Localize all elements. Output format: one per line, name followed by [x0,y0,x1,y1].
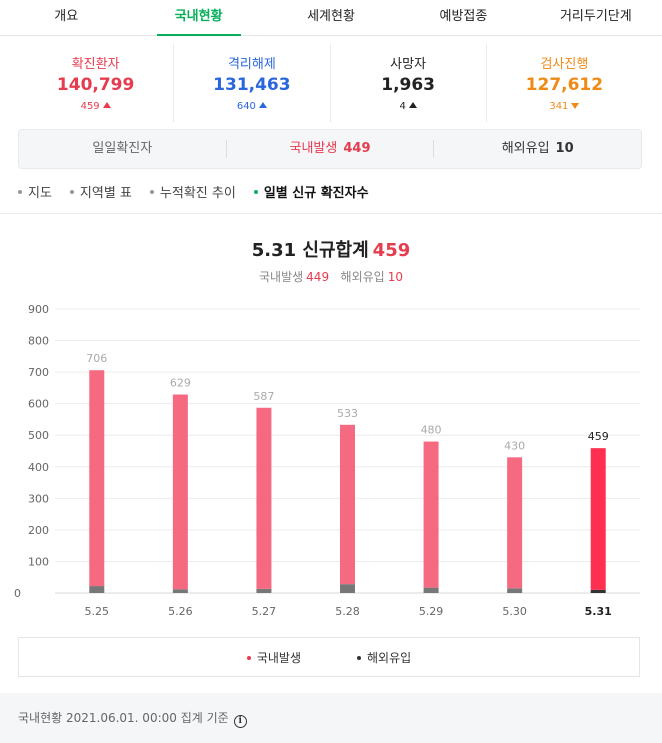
x-tick-label: 5.29 [419,605,444,618]
bar-value-label: 587 [253,390,274,403]
info-icon[interactable]: i [233,715,247,728]
stat-confirmed-delta: 459 [18,101,173,115]
legend-dot-domestic [246,655,251,660]
bar-domestic[interactable] [172,394,188,590]
bar-overseas[interactable] [423,587,439,593]
bar-domestic[interactable] [507,457,523,589]
chart-subtitle: 국내발생 449 해외유입 10 [259,270,403,284]
y-tick-label: 700 [28,366,49,379]
stat-deaths-label: 사망자 [390,57,427,72]
bar-overseas[interactable] [507,588,523,593]
bar-domestic[interactable] [256,407,272,589]
subnav-daily-new[interactable]: 일별 신규 확진자수 [253,182,369,202]
tab-distancing[interactable]: 거리두기단계 [559,9,632,24]
stat-confirmed-label: 확진환자 [71,57,120,72]
daily-label: 일일확진자 [19,140,227,158]
bar-overseas[interactable] [590,589,606,593]
legend-dot-overseas [357,655,361,660]
x-tick-label: 5.30 [502,605,527,618]
y-tick-label: 200 [28,524,49,537]
stat-confirmed-value: 140,799 [56,75,135,95]
arrow-up-icon [258,102,267,108]
tab-overview[interactable]: 개요 [54,9,79,24]
stat-testing-label: 검사진행 [540,57,589,72]
bar-overseas[interactable] [340,584,355,593]
bar-value-label: 480 [421,424,442,437]
tab-vaccination[interactable]: 예방접종 [439,9,488,24]
bar-domestic[interactable] [340,424,355,585]
bar-value-label: 430 [504,439,525,452]
divider [0,213,662,214]
y-tick-label: 500 [28,429,49,442]
legend-overseas[interactable]: 해외유입 [357,649,411,666]
chart-title: 5.31 신규합계 459 [251,240,411,261]
stat-released-value: 131,463 [213,75,291,95]
bar-overseas[interactable] [89,586,105,593]
bar-domestic[interactable] [423,441,439,588]
arrow-up-icon [102,102,111,108]
stat-released: 격리해제 131,463 640 [174,44,331,122]
stat-released-delta: 640 [174,101,329,115]
y-tick-label: 100 [28,555,49,568]
subnav-map[interactable]: 지도 [18,182,52,202]
stat-deaths-value: 1,963 [381,75,436,95]
y-tick-label: 900 [28,303,49,316]
stat-confirmed: 확진환자 140,799 459 [18,44,175,122]
bar-overseas[interactable] [172,589,188,593]
chart-legend: 국내발생 해외유입 [18,637,640,677]
arrow-down-icon [571,103,580,109]
y-tick-label: 0 [14,587,21,600]
x-tick-label: 5.31 [585,605,612,618]
bar-domestic[interactable] [89,370,105,587]
y-tick-label: 600 [28,398,49,411]
bar-overseas[interactable] [256,588,272,593]
stat-testing-delta: 341 [487,101,642,115]
stat-deaths-delta: 4 [331,101,486,115]
daily-cases-bar-chart: 0 100 200 300 400 500 600 700 800 900 706 5.25 629 5.… [14,303,640,618]
x-tick-label: 5.28 [335,605,360,618]
subnav-cumulative-trend[interactable]: 누적확진 추이 [149,182,236,202]
bar-value-label: 629 [170,377,191,390]
bar-value-label: 533 [337,407,358,420]
tab-world[interactable]: 세계현황 [307,9,355,24]
stat-deaths: 사망자 1,963 4 [331,44,487,122]
stat-testing: 검사진행 127,612 341 [487,44,642,122]
footer: 국내현황 2021.06.01. 00:00 집계 기준 i [0,693,662,743]
footer-text: 국내현황 2021.06.01. 00:00 집계 기준 [18,711,229,725]
x-tick-label: 5.26 [168,605,193,618]
stats-summary: 확진환자 140,799 459 격리해제 131,463 640 사망자 1,… [18,44,642,122]
tab-bar: 개요 국내현황 세계현황 예방접종 거리두기단계 [0,0,662,36]
tab-domestic[interactable]: 국내현황 [132,0,264,36]
daily-domestic: 국내발생 449 [227,140,435,158]
y-tick-label: 400 [28,461,49,474]
daily-confirmed-box: 일일확진자 국내발생 449 해외유입 10 [18,129,642,169]
bar-value-label: 459 [588,430,609,443]
y-tick-label: 300 [28,492,49,505]
daily-overseas: 해외유입 10 [501,141,574,156]
bar-domestic[interactable] [590,448,606,590]
bar-value-label: 706 [86,352,107,365]
arrow-up-icon [408,102,417,108]
subnav-region-table[interactable]: 지역별 표 [69,182,132,202]
sub-nav: 지도 지역별 표 누적확진 추이 일별 신규 확진자수 [18,182,387,202]
legend-domestic[interactable]: 국내발생 [246,649,301,666]
stat-released-label: 격리해제 [227,57,276,72]
y-tick-label: 800 [28,335,49,348]
stat-testing-value: 127,612 [525,75,604,95]
x-tick-label: 5.25 [85,605,110,618]
x-tick-label: 5.27 [252,605,277,618]
